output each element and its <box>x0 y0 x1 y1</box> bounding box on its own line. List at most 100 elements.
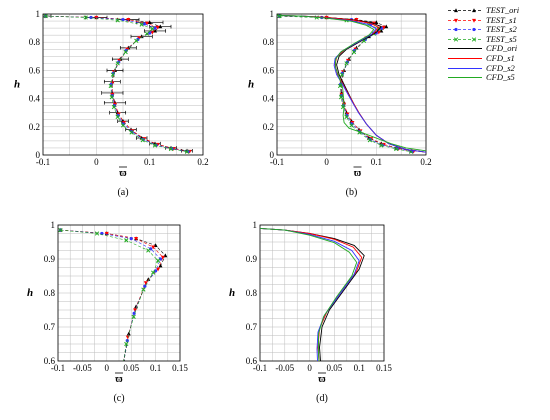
x-axis-label: ϖ <box>354 168 361 179</box>
data-point <box>115 18 120 23</box>
panel-caption: (d) <box>316 393 328 404</box>
data-point <box>394 146 399 152</box>
plot-frame-a <box>42 13 204 156</box>
data-point <box>384 24 389 29</box>
legend-label: TEST_s2 <box>486 24 517 35</box>
legend-label: CFD_s1 <box>486 52 515 63</box>
data-point <box>152 143 158 148</box>
data-point <box>123 49 128 55</box>
y-axis-label: h <box>27 287 33 299</box>
legend-label: CFD_s2 <box>486 62 515 73</box>
legend-marker <box>454 18 458 23</box>
series-line-TEST_s1 <box>60 229 164 361</box>
x-axis-label: ϖ <box>119 168 126 179</box>
legend-label: TEST_ori <box>486 5 520 15</box>
legend-item: TEST_s2 <box>446 24 546 35</box>
data-point <box>338 95 344 100</box>
data-point <box>344 61 349 66</box>
plot-frame-c <box>57 224 181 362</box>
data-point <box>155 25 160 30</box>
series-line-TEST_s2 <box>60 229 161 361</box>
plot-frame-b <box>276 13 427 156</box>
data-point <box>125 335 130 340</box>
data-point <box>89 15 93 20</box>
legend-item: CFD_s5 <box>446 72 546 83</box>
legend-marker <box>472 28 476 32</box>
data-point <box>145 21 149 26</box>
y-axis-label: h <box>248 79 254 91</box>
data-point <box>147 20 152 25</box>
data-point <box>143 281 148 285</box>
x-tick-label: -0.1 <box>36 157 50 167</box>
grid-a <box>42 13 204 156</box>
data-point <box>160 255 165 260</box>
y-tick-label: 0.4 <box>29 94 41 104</box>
legend-swatch <box>448 37 482 42</box>
legend-marker <box>454 28 458 32</box>
y-tick-label: 0.9 <box>44 254 56 264</box>
data-point <box>109 95 114 100</box>
x-tick-label: -0.1 <box>253 363 267 373</box>
y-tick-label: 1 <box>253 220 258 230</box>
data-point <box>379 143 384 148</box>
data-point <box>108 83 113 89</box>
data-point <box>367 138 373 143</box>
x-tick-label: 0 <box>324 157 329 167</box>
legend-swatch <box>448 18 482 23</box>
data-point <box>134 237 139 241</box>
legend-marker <box>472 8 476 13</box>
data-point <box>158 263 163 268</box>
x-tick-label: -0.1 <box>270 157 284 167</box>
x-tick-label: 0 <box>307 363 312 373</box>
y-tick-label: 0 <box>36 150 41 160</box>
y-tick-label: 1 <box>36 9 41 19</box>
data-point <box>120 123 126 128</box>
series-line-CFD_s5 <box>277 14 426 152</box>
legend-marker <box>472 18 476 23</box>
series-TEST_s2 <box>58 228 163 361</box>
data-point <box>115 114 120 120</box>
x-tick-label: 0.1 <box>144 157 155 167</box>
data-point <box>140 138 145 143</box>
y-tick-label: 0.8 <box>263 37 275 47</box>
y-tick-label: 0.6 <box>44 356 56 366</box>
series-line-TEST_s5 <box>45 15 188 153</box>
data-point <box>150 26 155 31</box>
data-point <box>151 270 156 275</box>
x-tick-label: 0.05 <box>327 363 343 373</box>
x-tick-label: 0.05 <box>123 363 139 373</box>
legend-label: TEST_s5 <box>486 33 517 44</box>
data-point <box>126 331 131 336</box>
y-tick-label: 1 <box>51 220 56 230</box>
series-CFD_s5 <box>277 14 426 152</box>
series-line-TEST_s1 <box>45 15 190 152</box>
series-line-TEST_s1 <box>279 15 414 152</box>
chart-panel-d: -0.1 -0.05 0 0.05 0.1 0.15 0.6 0.7 0.8 0.9 1 ϖ h (d) <box>229 220 392 404</box>
y-tick-label: 0.8 <box>44 288 56 298</box>
x-axis-label: ϖ <box>318 374 325 385</box>
series-line-TEST_s2 <box>45 15 189 152</box>
data-point <box>139 22 144 27</box>
legend-marker <box>453 37 459 42</box>
legend-item: TEST_s5 <box>446 33 546 45</box>
legend-item: TEST_s1 <box>446 15 546 26</box>
series-line-CFD_s2 <box>260 227 360 361</box>
data-point <box>154 269 158 273</box>
legend-marker <box>471 37 477 42</box>
data-point <box>151 245 156 250</box>
series-group-b <box>277 14 426 154</box>
series-TEST_ori <box>43 14 193 153</box>
y-tick-label: 0 <box>270 150 275 160</box>
data-point <box>277 14 282 19</box>
legend-swatch <box>448 77 482 79</box>
x-tick-label: -0.1 <box>51 363 65 373</box>
data-point <box>344 114 349 120</box>
y-tick-label: 0.9 <box>246 254 258 264</box>
y-axis-label: h <box>14 79 20 91</box>
y-tick-label: 0.7 <box>246 322 258 332</box>
data-point <box>158 24 163 29</box>
x-tick-label: 0.2 <box>197 157 208 167</box>
plot-frame-d <box>259 224 385 362</box>
data-point <box>126 18 131 22</box>
